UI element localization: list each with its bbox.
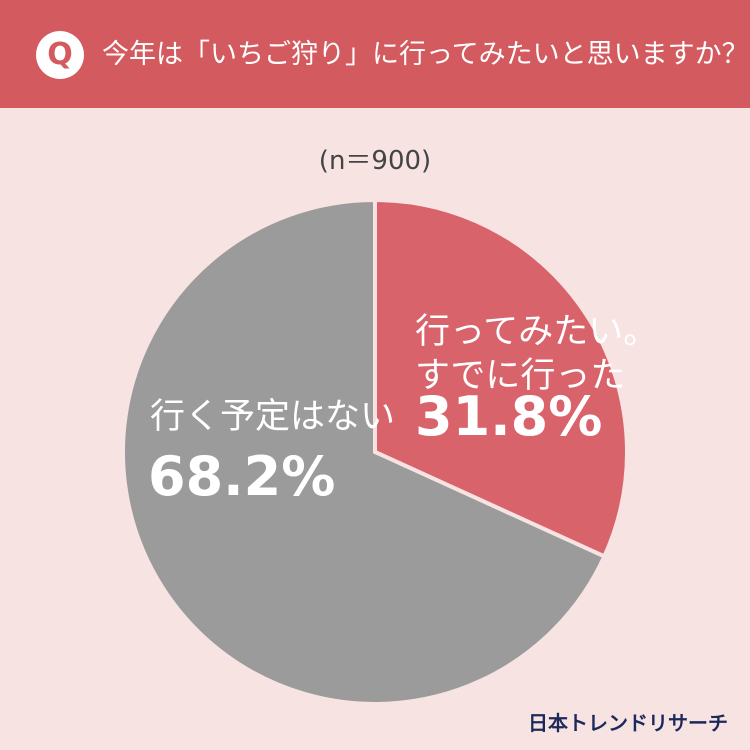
value-label: 68.2% xyxy=(148,445,336,508)
slice-label: 行ってみたい。すでに行った xyxy=(415,312,659,396)
pie-slice xyxy=(121,197,607,706)
chart-title: 今年は「いちご狩り」に行ってみたいと思いますか？ xyxy=(102,39,749,70)
pie-slice xyxy=(373,197,629,560)
value-label: 31.8% xyxy=(415,385,603,448)
chart-subtitle: (n＝900) xyxy=(318,146,432,176)
source: 日本トレンドリサーチ xyxy=(528,711,728,735)
slice-label: 行く予定はない xyxy=(150,397,396,437)
header-band: Q 今年は「いちご狩り」に行ってみたいと思いますか？ xyxy=(0,0,750,108)
q-icon: Q xyxy=(36,31,84,79)
